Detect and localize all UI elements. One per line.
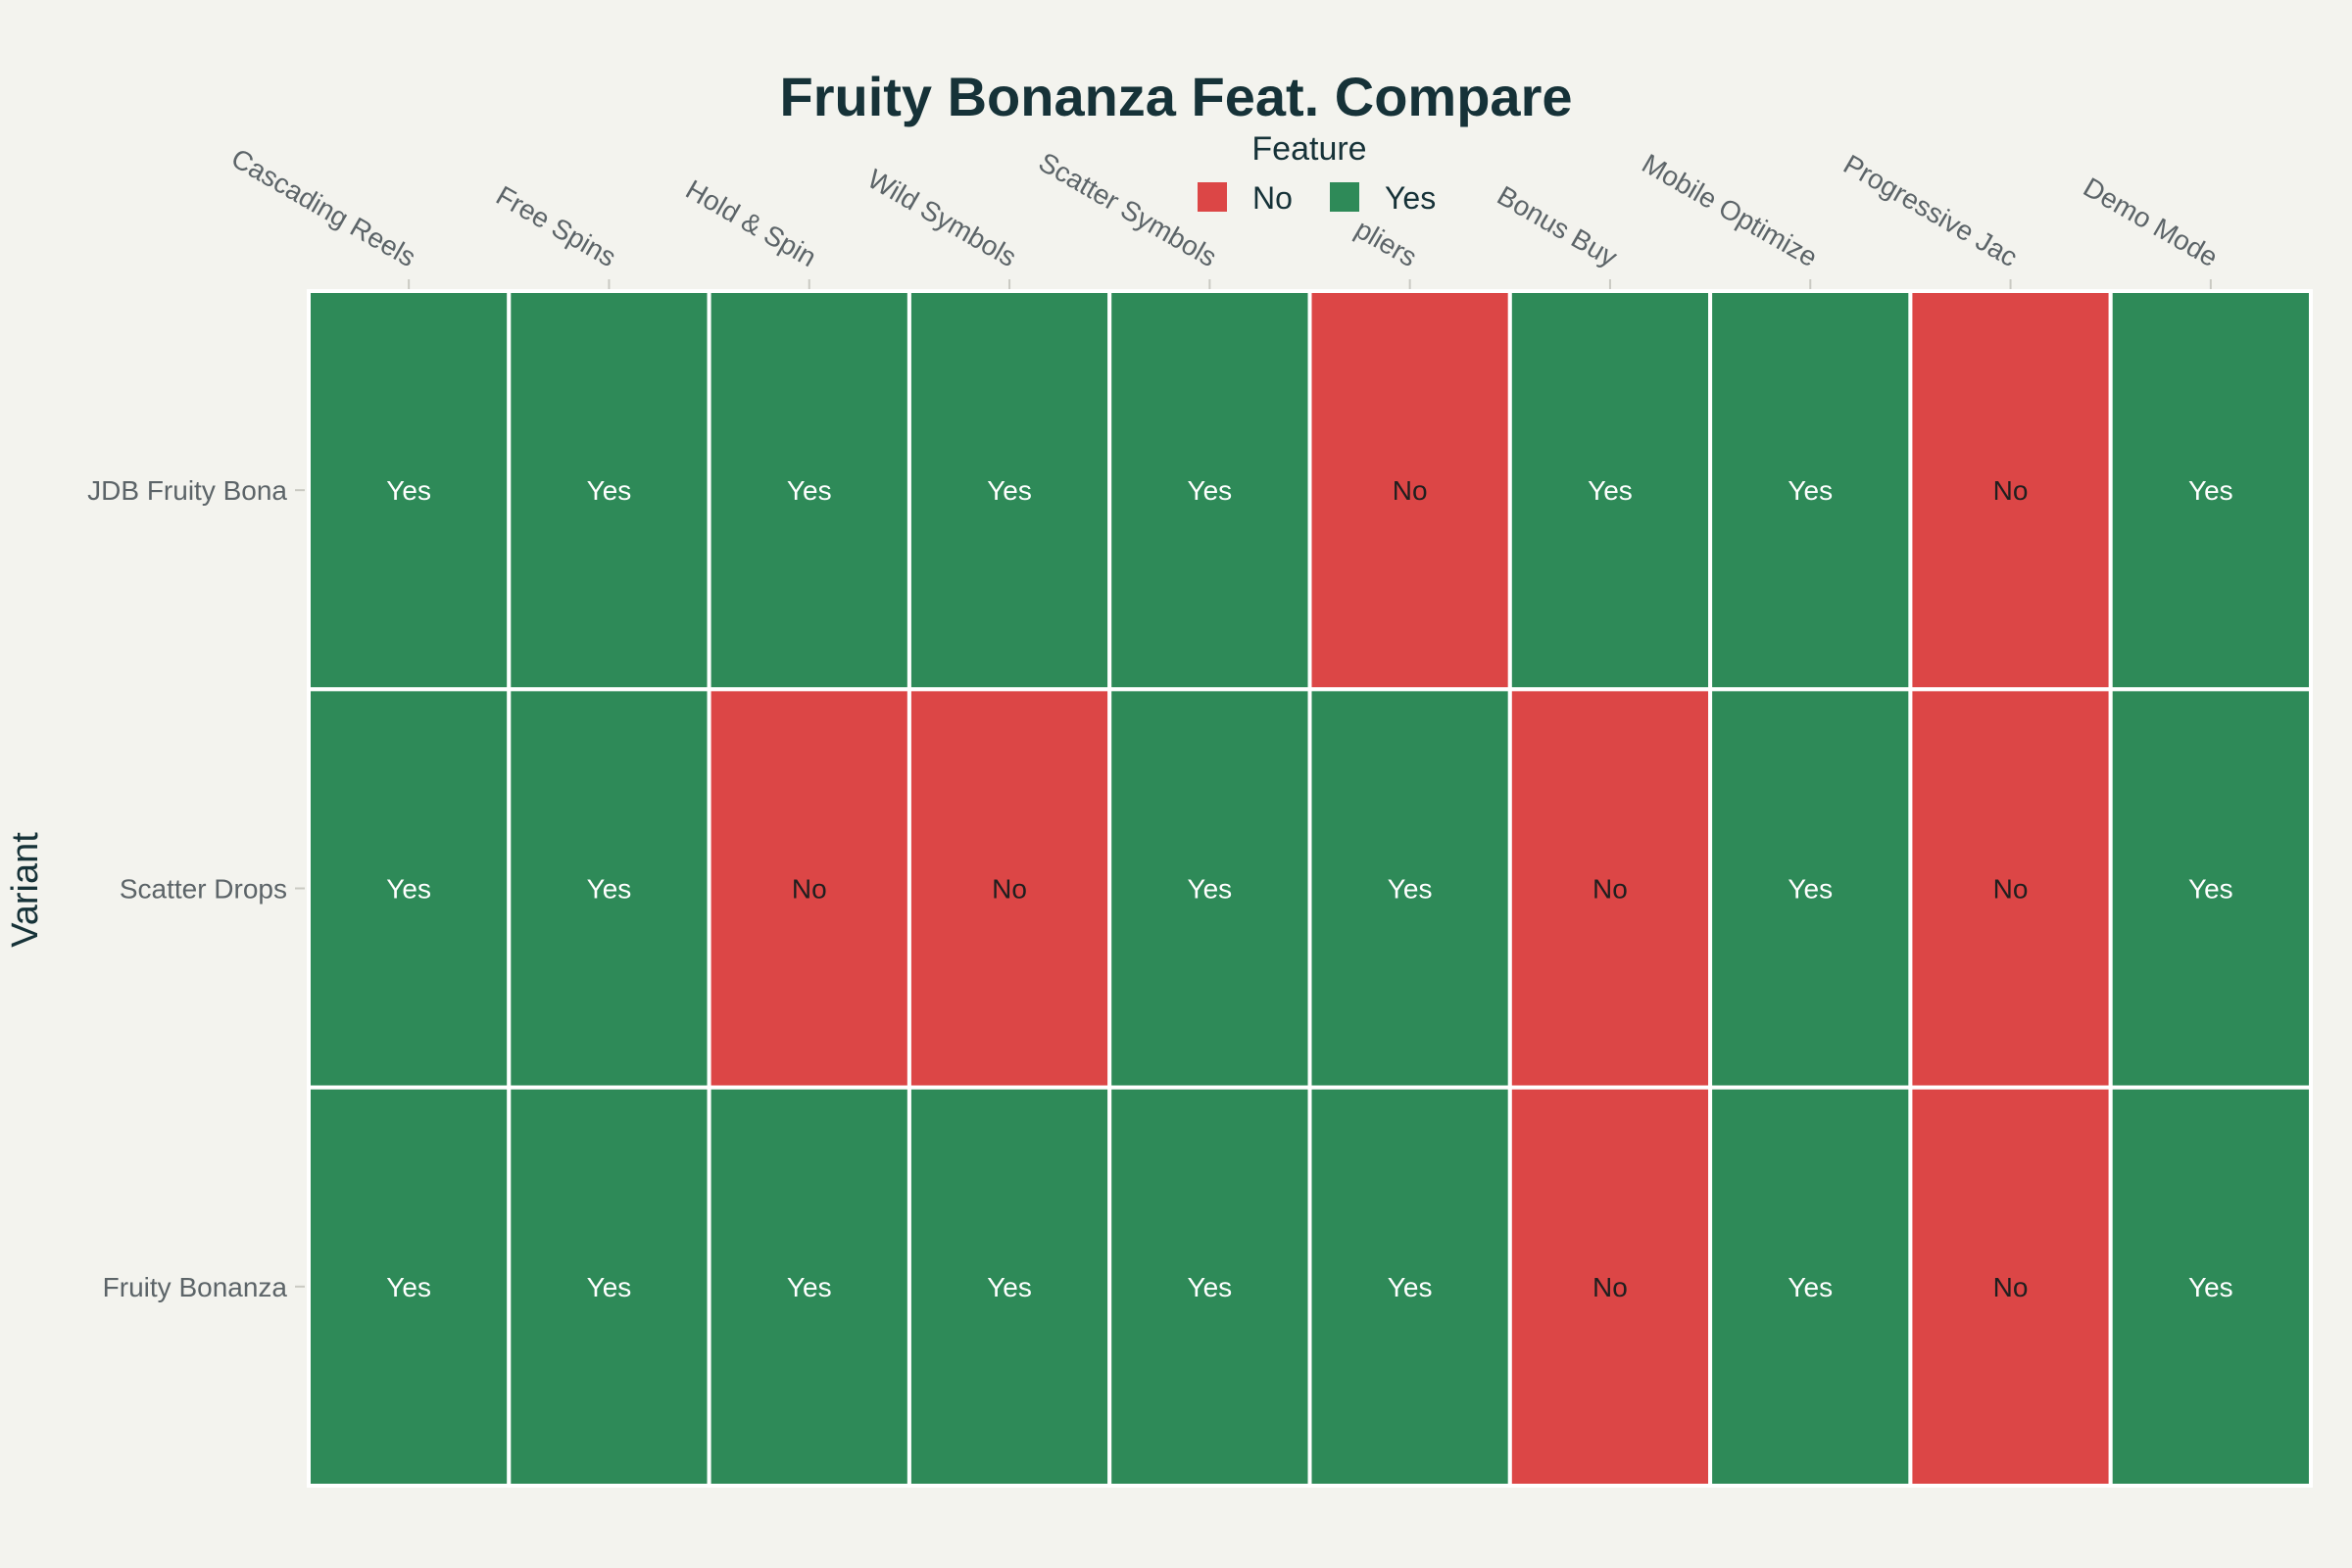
heatmap-cell	[1107, 1085, 1312, 1488]
cell-value-label: Yes	[1388, 874, 1433, 905]
heatmap-cell	[507, 1085, 711, 1488]
legend-label-no: No	[1252, 180, 1293, 216]
heatmap-cell	[1708, 687, 1913, 1090]
cell-value-label: No	[1993, 475, 2029, 506]
cell-value-label: Yes	[2188, 475, 2233, 506]
heatmap-cell	[707, 687, 911, 1090]
heatmap-cell	[1107, 289, 1312, 692]
cell-value-label: Yes	[1188, 475, 1233, 506]
cell-value-label: No	[1993, 874, 2029, 905]
heatmap-cell	[1307, 687, 1512, 1090]
cell-value-label: No	[1393, 475, 1428, 506]
x-tick-label: Scatter Symbols	[1034, 146, 1222, 272]
cell-value-label: Yes	[1188, 874, 1233, 905]
legend: No Yes	[1198, 180, 1436, 216]
cell-value-label: Yes	[987, 475, 1032, 506]
legend-title: Feature	[1251, 130, 1366, 168]
x-tick-label: Cascading Reels	[226, 143, 421, 273]
heatmap-cell	[1708, 1085, 1913, 1488]
cell-value-label: Yes	[587, 874, 632, 905]
heatmap-cell	[1908, 289, 2113, 692]
x-tick-label: pliers	[1350, 214, 1422, 272]
x-tick-label: Mobile Optimize	[1637, 148, 1822, 272]
y-tick-label: Fruity Bonanza	[103, 1272, 288, 1302]
cell-value-label: Yes	[1788, 1272, 1833, 1302]
heatmap-cell	[1107, 687, 1312, 1090]
cell-value-label: Yes	[2188, 874, 2233, 905]
x-tick-label: Hold & Spin	[681, 173, 822, 272]
cell-value-label: Yes	[1588, 475, 1633, 506]
legend-swatch-no	[1198, 182, 1227, 212]
chart-title: Fruity Bonanza Feat. Compare	[779, 66, 1572, 127]
legend-swatch-yes	[1330, 182, 1359, 212]
y-tick-label: JDB Fruity Bona	[87, 475, 287, 506]
x-tick-label: Free Spins	[491, 180, 621, 273]
heatmap-cell	[1507, 687, 1713, 1090]
cell-value-label: Yes	[1388, 1272, 1433, 1302]
x-tick-label: Demo Mode	[2079, 172, 2224, 272]
y-axis: JDB Fruity Bona Scatter Drops Fruity Bonan…	[87, 475, 305, 1302]
cell-value-label: Yes	[787, 475, 832, 506]
cell-value-label: Yes	[2188, 1272, 2233, 1302]
heatmap-cell	[707, 289, 911, 692]
x-tick-label: Progressive Jac	[1838, 149, 2023, 272]
heatmap-cell	[307, 289, 512, 692]
heatmap-cells: Yes Yes Yes Yes Yes No Yes Yes No Yes Yes Yes No No Ye…	[307, 289, 2313, 1488]
heatmap-cell	[1507, 289, 1713, 692]
cell-value-label: No	[792, 874, 827, 905]
cell-value-label: Yes	[787, 1272, 832, 1302]
heatmap-cell	[307, 687, 512, 1090]
heatmap-cell	[2108, 1085, 2313, 1488]
heatmap-cell	[1307, 1085, 1512, 1488]
legend-label-yes: Yes	[1385, 180, 1436, 216]
cell-value-label: Yes	[587, 475, 632, 506]
heatmap-cell	[906, 1085, 1112, 1488]
cell-value-label: Yes	[587, 1272, 632, 1302]
x-tick-label: Bonus Buy	[1493, 180, 1623, 273]
cell-value-label: Yes	[1788, 475, 1833, 506]
y-tick-label: Scatter Drops	[120, 874, 287, 905]
y-axis-title: Variant	[5, 832, 46, 948]
cell-value-label: No	[1592, 874, 1628, 905]
heatmap-cell	[1908, 687, 2113, 1090]
cell-value-label: Yes	[1188, 1272, 1233, 1302]
x-axis: Cascading Reels Free Spins Hold & Spin Wild…	[226, 143, 2224, 289]
x-tick-label: Wild Symbols	[862, 164, 1021, 273]
cell-value-label: Yes	[987, 1272, 1032, 1302]
cell-value-label: No	[1993, 1272, 2029, 1302]
cell-value-label: Yes	[386, 874, 431, 905]
heatmap-cell	[906, 687, 1112, 1090]
cell-value-label: No	[992, 874, 1027, 905]
cell-value-label: Yes	[1788, 874, 1833, 905]
cell-value-label: Yes	[386, 1272, 431, 1302]
heatmap-cell	[2108, 687, 2313, 1090]
cell-value-label: Yes	[386, 475, 431, 506]
cell-value-label: No	[1592, 1272, 1628, 1302]
